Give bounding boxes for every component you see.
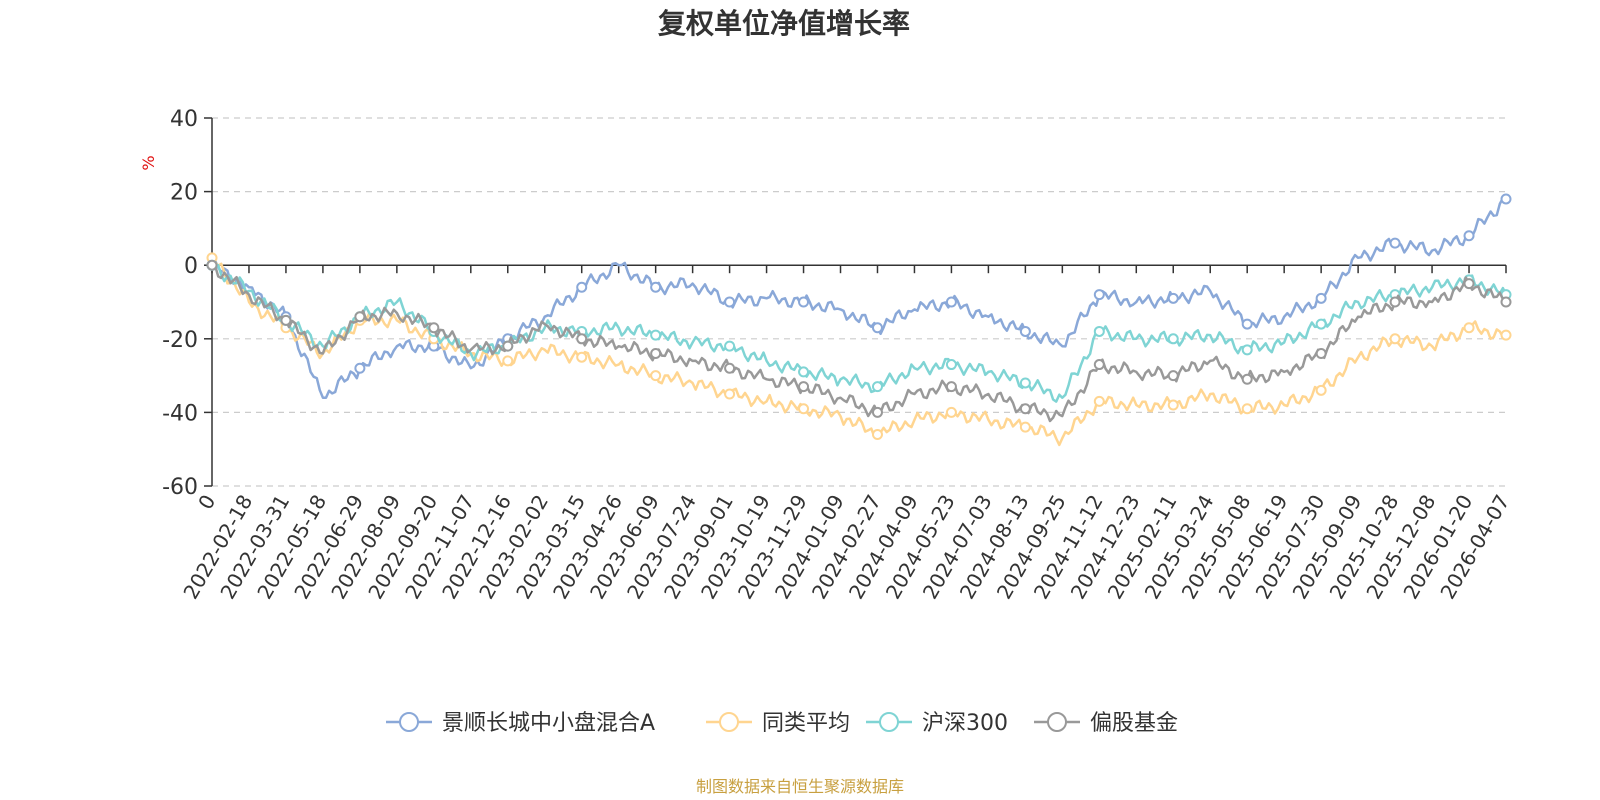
data-point [1241, 403, 1253, 415]
data-point [945, 381, 957, 393]
data-point [502, 340, 514, 352]
data-point [1389, 237, 1401, 249]
data-point [576, 333, 588, 345]
data-point [1093, 325, 1105, 337]
data-point [1167, 333, 1179, 345]
data-point [1167, 399, 1179, 411]
data-point [650, 348, 662, 360]
data-point [1241, 344, 1253, 356]
data-point [354, 362, 366, 374]
data-point [1315, 384, 1327, 396]
data-source-note: 制图数据来自恒生聚源数据库 [696, 777, 904, 796]
data-point [1019, 421, 1031, 433]
data-point [1500, 193, 1512, 205]
data-point [1315, 318, 1327, 330]
data-point [871, 381, 883, 393]
data-point [798, 366, 810, 378]
data-point [1093, 395, 1105, 407]
data-point [1167, 292, 1179, 304]
legend-item-3[interactable]: 沪深300 [866, 711, 1008, 736]
data-point [1019, 377, 1031, 389]
legend-label: 同类平均 [762, 711, 850, 736]
data-point [280, 314, 292, 326]
y-tick-label: -20 [162, 328, 198, 353]
data-point [871, 428, 883, 440]
data-point [206, 259, 218, 271]
data-point [945, 406, 957, 418]
data-point [1315, 292, 1327, 304]
data-point [871, 322, 883, 334]
data-point [428, 322, 440, 334]
series-lines [206, 193, 1512, 447]
data-point [650, 370, 662, 382]
legend-label: 偏股基金 [1090, 711, 1178, 736]
data-point [871, 406, 883, 418]
legend-marker-icon [879, 712, 899, 732]
series-line [210, 257, 1507, 447]
legend-item-4[interactable]: 偏股基金 [1034, 711, 1178, 736]
legend[interactable]: 景顺长城中小盘混合A 同类平均 沪深300 偏股基金 [386, 711, 1178, 736]
y-tick-label: 40 [170, 107, 198, 132]
data-point [502, 355, 514, 367]
data-point [1241, 373, 1253, 385]
x-tick-label: 0 [193, 491, 220, 514]
legend-marker-icon [399, 712, 419, 732]
legend-label: 沪深300 [922, 711, 1008, 736]
data-point [1241, 318, 1253, 330]
data-point [945, 296, 957, 308]
y-tick-label: -60 [162, 475, 198, 500]
data-point [724, 388, 736, 400]
y-axis: 40 20 0 -20 -40 -60 [162, 107, 213, 500]
data-point [1019, 325, 1031, 337]
data-point [354, 311, 366, 323]
legend-marker-icon [719, 712, 739, 732]
data-point [798, 296, 810, 308]
data-point [724, 296, 736, 308]
series-3 [206, 259, 1512, 403]
legend-label: 景顺长城中小盘混合A [442, 711, 655, 736]
y-tick-label: -40 [162, 401, 198, 426]
series-line [211, 263, 1508, 403]
legend-item-2[interactable]: 同类平均 [706, 711, 850, 736]
data-point [1093, 289, 1105, 301]
y-axis-unit: % [139, 155, 158, 170]
data-point [1463, 278, 1475, 290]
data-point [1019, 403, 1031, 415]
series-line [211, 263, 1507, 423]
data-point [650, 329, 662, 341]
series-4 [206, 259, 1512, 423]
data-point [650, 281, 662, 293]
data-point [1093, 359, 1105, 371]
data-point [576, 281, 588, 293]
data-point [1500, 329, 1512, 341]
data-point [1315, 348, 1327, 360]
grid-lines [212, 117, 1506, 487]
series-1 [206, 193, 1512, 400]
chart-title: 复权单位净值增长率 [658, 7, 910, 40]
legend-marker-icon [1047, 712, 1067, 732]
data-point [798, 381, 810, 393]
data-point [724, 362, 736, 374]
data-point [798, 403, 810, 415]
data-point [1389, 296, 1401, 308]
data-point [1500, 296, 1512, 308]
data-point [1167, 370, 1179, 382]
legend-item-1[interactable]: 景顺长城中小盘混合A [386, 711, 655, 736]
data-point [576, 351, 588, 363]
y-tick-label: 20 [170, 181, 198, 206]
data-point [724, 340, 736, 352]
data-point [1389, 333, 1401, 345]
series-line [210, 196, 1507, 400]
data-point [945, 359, 957, 371]
data-point [1463, 230, 1475, 242]
y-tick-label: 0 [184, 254, 198, 279]
data-point [1463, 322, 1475, 334]
